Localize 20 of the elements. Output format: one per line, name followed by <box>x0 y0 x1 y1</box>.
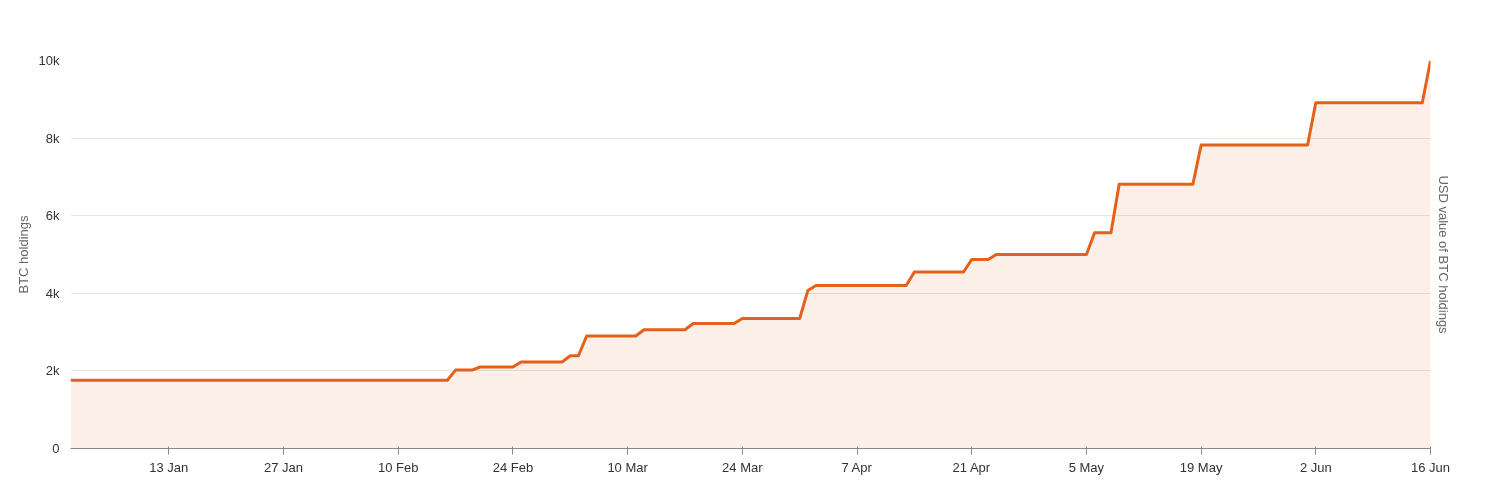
y-tick-label: 8k <box>45 130 60 146</box>
x-tick-label: 24 Feb <box>492 459 534 475</box>
x-tick-label: 24 Mar <box>722 459 764 475</box>
x-tick-label: 19 May <box>1179 459 1223 475</box>
y-axis-title: BTC holdings <box>15 214 31 294</box>
y-tick-label: 4k <box>45 285 60 301</box>
x-tick-label: 10 Feb <box>377 459 419 475</box>
x-tick-label: 10 Mar <box>607 459 649 475</box>
x-tick-label: 2 Jun <box>1299 459 1332 475</box>
x-tick-label: 21 Apr <box>952 459 991 475</box>
y-tick-label: 2k <box>45 363 60 379</box>
x-tick-label: 13 Jan <box>149 459 189 475</box>
x-tick-label: 7 Apr <box>841 459 873 475</box>
y2-axis-title: USD value of BTC holdings <box>1435 175 1451 335</box>
y-tick-label: 6k <box>45 208 60 224</box>
y-tick-label: 0 <box>52 441 60 456</box>
x-tick-label: 5 May <box>1068 459 1105 475</box>
y-tick-label: 10k <box>38 53 60 68</box>
x-tick-label: 27 Jan <box>264 459 304 475</box>
x-tick-label: 16 Jun <box>1410 459 1451 475</box>
